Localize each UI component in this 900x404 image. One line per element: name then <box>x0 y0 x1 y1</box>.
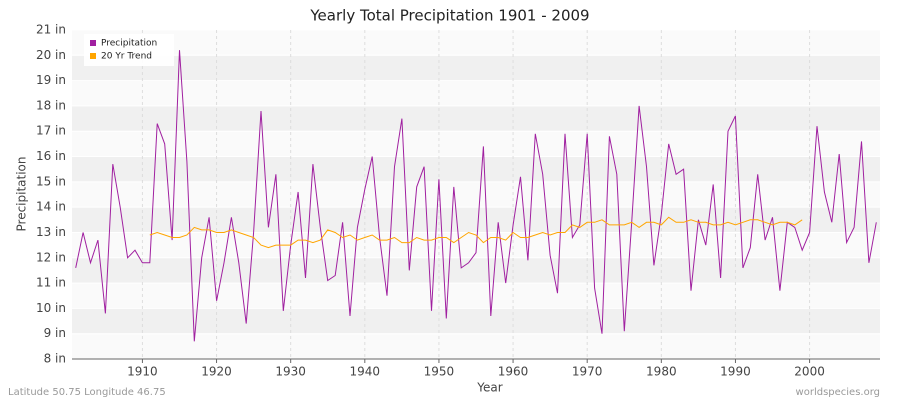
footer-location: Latitude 50.75 Longitude 46.75 <box>8 387 166 398</box>
x-tick-label: 1920 <box>201 365 232 379</box>
grid-band <box>72 55 880 81</box>
x-tick-label: 1910 <box>127 365 158 379</box>
legend-label: Precipitation <box>101 39 157 49</box>
y-tick-label: 14 in <box>36 200 66 214</box>
y-tick-label: 10 in <box>36 301 66 315</box>
x-axis-label: Year <box>476 381 502 395</box>
legend-label: 20 Yr Trend <box>101 52 152 62</box>
x-tick-label: 1980 <box>646 365 677 379</box>
y-tick-label: 18 in <box>36 98 66 112</box>
y-tick-label: 17 in <box>36 124 66 138</box>
y-tick-label: 13 in <box>36 225 66 239</box>
legend-swatch <box>90 40 96 46</box>
series-line <box>75 50 877 342</box>
grid-band <box>72 105 880 132</box>
grid-band <box>72 308 880 334</box>
plot-background <box>72 30 880 359</box>
y-tick-label: 11 in <box>36 276 66 290</box>
y-axis-label: Precipitation <box>15 156 29 231</box>
y-tick-label: 19 in <box>36 73 66 87</box>
legend-box <box>84 34 174 66</box>
x-tick-label: 1930 <box>275 365 306 379</box>
grid-band <box>72 156 880 182</box>
series-line <box>149 216 803 249</box>
y-tick-label: 8 in <box>44 352 66 366</box>
y-tick-label: 12 in <box>36 250 66 264</box>
x-tick-label: 1970 <box>572 365 603 379</box>
legend-swatch <box>90 53 96 59</box>
y-tick-label: 20 in <box>36 48 66 62</box>
y-tick-label: 15 in <box>36 174 66 188</box>
footer-source: worldspecies.org <box>796 387 880 398</box>
grid-band <box>72 257 880 284</box>
x-tick-label: 1940 <box>350 365 381 379</box>
y-tick-label: 16 in <box>36 149 66 163</box>
y-tick-label: 9 in <box>44 326 66 340</box>
x-tick-label: 1960 <box>498 365 529 379</box>
x-tick-label: 1950 <box>424 365 455 379</box>
x-tick-label: 1990 <box>720 365 751 379</box>
chart-title: Yearly Total Precipitation 1901 - 2009 <box>309 7 589 25</box>
x-tick-label: 2000 <box>794 365 825 379</box>
y-tick-label: 21 in <box>36 23 66 37</box>
